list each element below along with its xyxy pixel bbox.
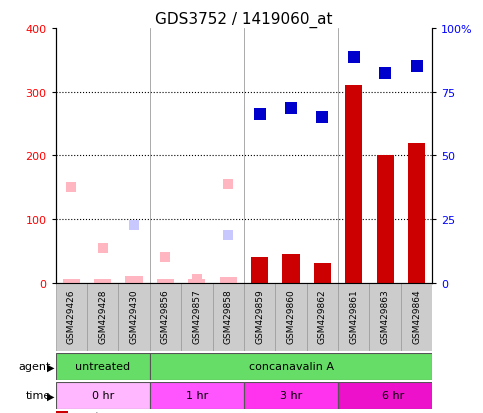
Point: [130, 223, 138, 229]
Point: [350, 54, 357, 61]
Point: [287, 105, 295, 112]
Bar: [150, 283, 181, 351]
Text: count: count: [70, 411, 99, 413]
Bar: [56, 353, 150, 380]
Text: GSM429856: GSM429856: [161, 288, 170, 343]
Bar: [244, 382, 338, 409]
Text: GSM429858: GSM429858: [224, 288, 233, 343]
Point: [193, 276, 201, 283]
Bar: [150, 382, 244, 409]
Bar: [338, 382, 448, 409]
Bar: [244, 283, 275, 351]
Bar: [314, 264, 331, 283]
Point: [99, 244, 107, 251]
Point: [224, 232, 232, 239]
Bar: [401, 283, 432, 351]
Bar: [408, 143, 425, 283]
Bar: [283, 254, 299, 283]
Bar: [157, 280, 174, 283]
Point: [319, 114, 327, 121]
Text: GSM429426: GSM429426: [67, 288, 76, 343]
Text: ▶: ▶: [47, 390, 55, 401]
Text: GSM429864: GSM429864: [412, 288, 421, 343]
Text: GSM429862: GSM429862: [318, 288, 327, 343]
Text: GSM429863: GSM429863: [381, 288, 390, 343]
Text: GSM429428: GSM429428: [98, 288, 107, 343]
Point: [412, 64, 420, 70]
Bar: [345, 86, 362, 283]
Point: [161, 254, 170, 261]
Title: GDS3752 / 1419060_at: GDS3752 / 1419060_at: [155, 12, 333, 28]
Bar: [56, 382, 150, 409]
Text: agent: agent: [18, 361, 51, 372]
Bar: [87, 283, 118, 351]
Bar: [338, 283, 369, 351]
Bar: [188, 280, 205, 283]
Bar: [181, 283, 213, 351]
Text: 3 hr: 3 hr: [280, 390, 302, 401]
Text: 0 hr: 0 hr: [91, 390, 114, 401]
Text: GSM429861: GSM429861: [349, 288, 358, 343]
Bar: [94, 280, 111, 283]
Bar: [377, 156, 394, 283]
Bar: [251, 258, 268, 283]
Bar: [150, 353, 432, 380]
Text: GSM429859: GSM429859: [255, 288, 264, 343]
Point: [256, 112, 264, 118]
Point: [68, 184, 75, 191]
Text: GSM429430: GSM429430: [129, 288, 139, 343]
Text: time: time: [26, 390, 51, 401]
Bar: [63, 280, 80, 283]
Text: concanavalin A: concanavalin A: [249, 361, 333, 372]
Text: GSM429857: GSM429857: [192, 288, 201, 343]
Point: [382, 70, 389, 77]
Bar: [307, 283, 338, 351]
Bar: [369, 283, 401, 351]
Point: [224, 181, 232, 188]
Bar: [56, 283, 87, 351]
Bar: [213, 283, 244, 351]
Text: ▶: ▶: [47, 361, 55, 372]
Bar: [118, 283, 150, 351]
Text: untreated: untreated: [75, 361, 130, 372]
Text: GSM429860: GSM429860: [286, 288, 296, 343]
Text: 1 hr: 1 hr: [185, 390, 208, 401]
Bar: [220, 278, 237, 283]
Text: 6 hr: 6 hr: [382, 390, 404, 401]
Bar: [275, 283, 307, 351]
Bar: [126, 277, 142, 283]
